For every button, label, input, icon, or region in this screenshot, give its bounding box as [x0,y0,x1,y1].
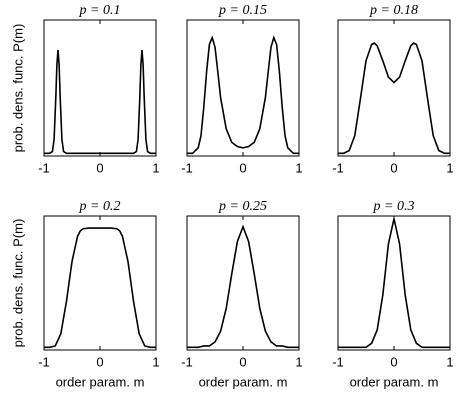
x-axis-label: order param. m [350,374,439,389]
y-axis-label: prob. dens. func. P(m) [10,24,25,153]
x-tick-label: 0 [390,160,397,175]
panel-title: p = 0.3 [373,199,415,214]
x-tick-label: 1 [446,354,453,369]
x-tick-label: -1 [332,160,344,175]
x-tick-label: 0 [239,160,246,175]
x-tick-label: 1 [152,160,159,175]
x-tick-label: 0 [239,354,246,369]
x-axis-label: order param. m [56,374,145,389]
pdf-curve [187,224,299,349]
x-tick-label: -1 [181,354,193,369]
x-tick-label: 0 [96,160,103,175]
plot-frame [43,19,157,157]
plot-frame [186,19,300,157]
pdf-curve [338,42,450,155]
x-tick-label: 1 [152,354,159,369]
x-tick-label: 1 [295,354,302,369]
x-tick-label: -1 [38,354,50,369]
pdf-curve [187,35,299,155]
x-tick-label: 0 [96,354,103,369]
pdf-curve [44,227,156,349]
panel-title: p = 0.15 [218,3,267,18]
x-tick-label: 1 [295,160,302,175]
x-tick-label: -1 [181,160,193,175]
x-tick-label: 0 [390,354,397,369]
plot-frame [337,215,451,351]
x-tick-label: -1 [38,160,50,175]
panel-title: p = 0.2 [79,199,121,214]
x-axis-label: order param. m [199,374,288,389]
plot-frame [186,215,300,351]
panel-title: p = 0.18 [369,3,418,18]
panel-title: p = 0.25 [218,199,267,214]
y-axis-label: prob. dens. func. P(m) [10,219,25,348]
pdf-curve [338,218,450,349]
x-tick-label: -1 [332,354,344,369]
panel-title: p = 0.1 [79,3,121,18]
x-tick-label: 1 [446,160,453,175]
pdf-curve [44,49,156,155]
